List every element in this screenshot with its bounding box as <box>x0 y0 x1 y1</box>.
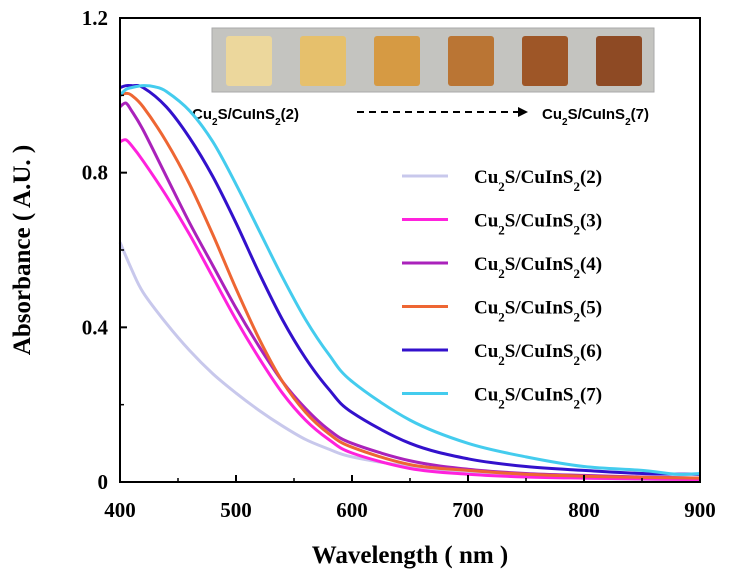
y-axis-title: Absorbance ( A.U. ) <box>9 145 36 355</box>
sample-vial-swatch <box>596 36 642 86</box>
x-tick-label: 700 <box>452 498 484 522</box>
legend-item: Cu2S/CuInS2(3) <box>402 211 602 238</box>
series-line <box>118 84 701 476</box>
x-axis-title: Wavelength ( nm ) <box>312 542 509 569</box>
legend-label: Cu2S/CuInS2(7) <box>474 385 602 412</box>
legend-label: Cu2S/CuInS2(2) <box>474 167 602 194</box>
sample-photo-inset <box>211 27 655 93</box>
legend-item: Cu2S/CuInS2(4) <box>402 254 602 281</box>
sample-vial-swatch <box>226 36 272 86</box>
y-tick-label: 1.2 <box>82 6 108 30</box>
sample-vial-swatch <box>522 36 568 86</box>
series-line <box>119 101 701 480</box>
legend-item: Cu2S/CuInS2(7) <box>402 385 602 412</box>
legend-label: Cu2S/CuInS2(4) <box>474 254 602 281</box>
legend: Cu2S/CuInS2(2) Cu2S/CuInS2(3) Cu2S/CuInS2(… <box>402 167 602 411</box>
legend-item: Cu2S/CuInS2(6) <box>402 341 602 368</box>
y-tick-label: 0.4 <box>82 315 109 339</box>
axes: 400 500 600 700 800 900 0 0.4 0.8 1.2 <box>82 6 716 522</box>
inset-arrow-head <box>518 107 528 117</box>
x-tick-label: 900 <box>684 498 716 522</box>
inset-photo-background <box>211 27 655 93</box>
x-tick-label: 800 <box>568 498 600 522</box>
x-tick-label: 500 <box>220 498 252 522</box>
legend-label: Cu2S/CuInS2(6) <box>474 341 602 368</box>
series-lines <box>118 83 701 482</box>
series-line <box>119 138 701 482</box>
series-line <box>119 83 701 476</box>
sample-vial-swatch <box>448 36 494 86</box>
y-tick-label: 0.8 <box>82 161 108 185</box>
x-tick-label: 600 <box>336 498 368 522</box>
legend-label: Cu2S/CuInS2(3) <box>474 211 602 238</box>
legend-item: Cu2S/CuInS2(2) <box>402 167 602 194</box>
series-line <box>119 91 701 480</box>
y-tick-label: 0 <box>98 470 109 494</box>
legend-label: Cu2S/CuInS2(5) <box>474 298 602 325</box>
x-tick-label: 400 <box>104 498 136 522</box>
legend-item: Cu2S/CuInS2(5) <box>402 298 602 325</box>
sample-vial-swatch <box>374 36 420 86</box>
inset-to-label: Cu2S/CuInS2(7) <box>542 106 649 128</box>
sample-vial-swatch <box>300 36 346 86</box>
inset-labels: Cu2S/CuInS2(2) Cu2S/CuInS2(7) <box>192 106 649 128</box>
inset-from-label: Cu2S/CuInS2(2) <box>192 106 299 128</box>
